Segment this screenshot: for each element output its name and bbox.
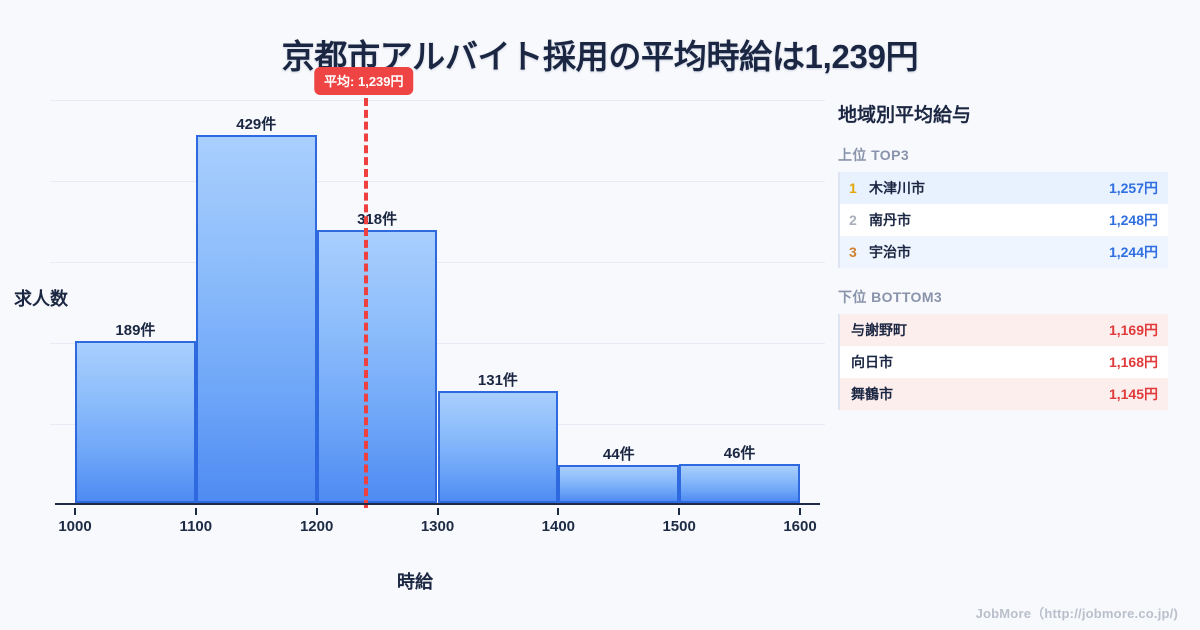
x-tick-label: 1400 bbox=[541, 518, 576, 535]
x-tick bbox=[678, 508, 681, 515]
region-name: 舞鶴市 bbox=[851, 386, 893, 402]
x-tick bbox=[436, 508, 439, 515]
region-name: 与謝野町 bbox=[851, 322, 907, 338]
source-watermark: JobMore（http://jobmore.co.jp/) bbox=[975, 606, 1178, 621]
table-row[interactable]: 舞鶴市 1,145円 bbox=[840, 378, 1168, 410]
x-tick-label: 1200 bbox=[299, 518, 334, 535]
panel-title: 地域別平均給与 bbox=[838, 105, 972, 126]
gridline bbox=[50, 100, 825, 101]
x-axis-line bbox=[55, 503, 820, 505]
histogram-chart: 189件 429件 318件 131件 44件 46件 平均: 1,239円 1… bbox=[0, 67, 830, 555]
top3-section-header: 上位 TOP3 bbox=[838, 147, 910, 163]
bar-value-label: 131件 bbox=[477, 371, 518, 389]
bar bbox=[679, 463, 800, 503]
x-axis: 1000 1100 1200 1300 1400 1500 1600 bbox=[58, 508, 817, 542]
region-salary: 1,244円 bbox=[1108, 244, 1158, 260]
bar-value-label: 46件 bbox=[723, 444, 756, 462]
x-axis-label: 時給 bbox=[397, 572, 433, 592]
region-salary: 1,168円 bbox=[1108, 354, 1158, 370]
bar-value-label: 44件 bbox=[602, 446, 635, 464]
regional-salary-panel: 地域別平均給与 上位 TOP3 1 木津川市 1,257円 2 南丹市 1,24… bbox=[838, 100, 1168, 429]
bar bbox=[316, 230, 438, 503]
gridline bbox=[50, 262, 825, 263]
region-name: 宇治市 bbox=[869, 244, 911, 260]
rank-number: 3 bbox=[849, 244, 857, 260]
rank-number: 2 bbox=[849, 212, 857, 228]
x-tick bbox=[74, 508, 76, 515]
mean-line bbox=[363, 98, 368, 508]
region-salary: 1,169円 bbox=[1108, 322, 1158, 338]
region-name: 向日市 bbox=[851, 354, 893, 370]
bar bbox=[75, 340, 196, 503]
bar bbox=[195, 135, 317, 503]
rank-number: 1 bbox=[849, 180, 857, 196]
y-axis-label: 求人数 bbox=[14, 289, 68, 309]
region-salary: 1,257円 bbox=[1108, 180, 1158, 196]
x-tick bbox=[194, 508, 197, 515]
bar-value-label: 429件 bbox=[236, 116, 277, 134]
region-name: 南丹市 bbox=[869, 212, 911, 228]
mean-badge: 平均: 1,239円 bbox=[314, 67, 414, 95]
plot-area: 189件 429件 318件 131件 44件 46件 平均: 1,239円 1… bbox=[50, 67, 825, 535]
table-row[interactable]: 向日市 1,168円 bbox=[840, 346, 1168, 378]
table-row[interactable]: 1 木津川市 1,257円 bbox=[840, 172, 1168, 204]
x-tick-label: 1000 bbox=[58, 518, 92, 535]
x-tick-label: 1300 bbox=[420, 518, 455, 535]
top3-table: 1 木津川市 1,257円 2 南丹市 1,248円 3 宇治市 1,244円 bbox=[838, 172, 1168, 268]
bottom3-section-header: 下位 BOTTOM3 bbox=[838, 289, 943, 305]
table-row[interactable]: 2 南丹市 1,248円 bbox=[840, 204, 1168, 236]
region-name: 木津川市 bbox=[869, 180, 925, 196]
bar bbox=[558, 465, 680, 503]
x-tick-label: 1600 bbox=[783, 518, 817, 535]
table-row[interactable]: 与謝野町 1,169円 bbox=[840, 314, 1168, 346]
gridline bbox=[50, 181, 825, 182]
x-tick bbox=[799, 508, 801, 515]
bottom3-table: 与謝野町 1,169円 向日市 1,168円 舞鶴市 1,145円 bbox=[838, 314, 1168, 410]
x-tick bbox=[315, 508, 318, 515]
x-tick bbox=[557, 508, 560, 515]
gridline bbox=[50, 343, 825, 344]
x-tick-label: 1100 bbox=[179, 518, 213, 535]
bar bbox=[437, 390, 559, 503]
table-row[interactable]: 3 宇治市 1,244円 bbox=[840, 236, 1168, 268]
region-salary: 1,145円 bbox=[1108, 386, 1158, 402]
x-tick-label: 1500 bbox=[662, 518, 696, 535]
page-title: 京都市アルバイト採用の平均時給は1,239円 bbox=[281, 38, 919, 75]
region-salary: 1,248円 bbox=[1108, 212, 1158, 228]
bar-value-label: 189件 bbox=[115, 321, 156, 339]
